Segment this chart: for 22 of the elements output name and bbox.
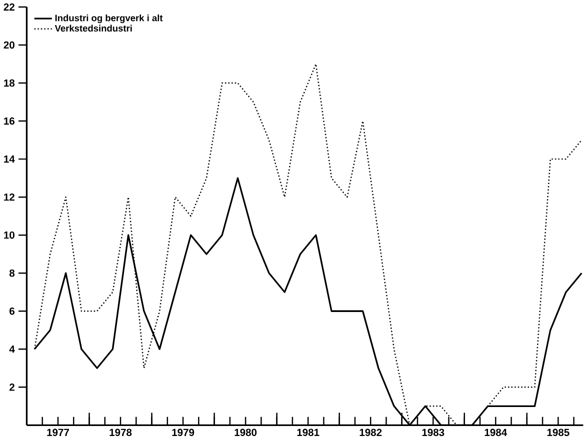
y-tick-label: 16 — [4, 118, 14, 125]
y-tick-label: 6 — [10, 308, 14, 315]
legend-label: Verkstedsindustri — [54, 25, 132, 32]
y-tick-label: 14 — [4, 156, 15, 163]
y-tick-label: 12 — [4, 194, 14, 201]
y-tick-label: 18 — [4, 80, 15, 87]
y-tick-label: 2 — [10, 384, 14, 391]
legend-label: Industri og bergverk i alt — [55, 14, 163, 24]
x-tick-label: 1977 — [47, 429, 69, 436]
x-tick-label: 1983 — [422, 429, 444, 436]
y-tick-label: 20 — [4, 42, 14, 49]
y-tick-label: 4 — [9, 346, 15, 353]
y-tick-label: 10 — [4, 232, 14, 239]
x-tick-label: 1978 — [110, 429, 132, 436]
y-tick-label: 8 — [9, 270, 15, 277]
x-tick-label: 1982 — [360, 429, 382, 436]
x-tick-label: 1981 — [297, 429, 320, 436]
x-tick-label: 1985 — [547, 429, 570, 436]
x-tick-label: 1980 — [234, 429, 257, 436]
y-tick-label: 22 — [4, 4, 14, 11]
x-tick-label: 1984 — [484, 429, 508, 436]
x-tick-label: 1979 — [172, 429, 194, 436]
